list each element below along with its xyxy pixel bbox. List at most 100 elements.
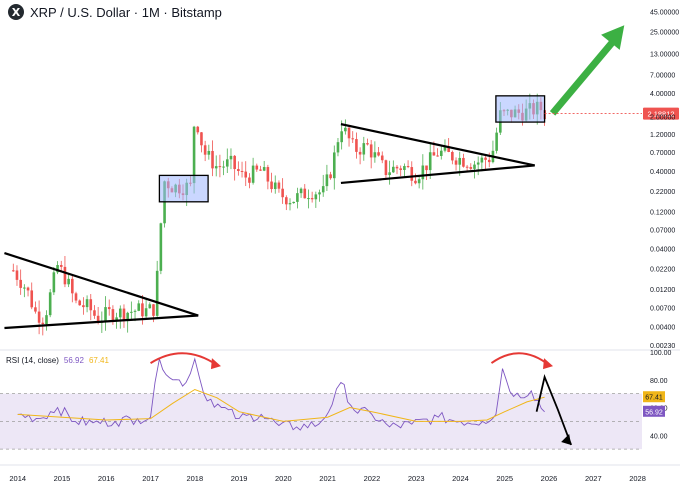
candle-body <box>104 307 107 321</box>
candle-body <box>410 167 414 181</box>
x-tick-label: 2020 <box>275 474 292 483</box>
candle-body <box>458 157 462 165</box>
candle-body <box>96 315 100 323</box>
candle-body <box>266 167 270 182</box>
x-tick-label: 2025 <box>496 474 513 483</box>
rsi-value-tag-label: 56.92 <box>645 409 663 416</box>
candle-body <box>351 138 355 140</box>
candle-body <box>362 143 366 155</box>
x-tick-label: 2027 <box>585 474 602 483</box>
candle-body <box>192 126 196 184</box>
candle-body <box>369 144 373 158</box>
candle-body <box>384 160 388 176</box>
candle-body <box>406 166 410 168</box>
candle-body <box>299 188 303 194</box>
candle-body <box>469 167 473 169</box>
rsi-value-tag <box>643 405 665 417</box>
x-tick-label: 2017 <box>142 474 159 483</box>
candle-body <box>377 152 380 156</box>
current-price-label: 2.18812 <box>647 110 674 119</box>
candle-body <box>196 126 200 133</box>
candle-body <box>34 307 37 312</box>
price-tick-label: 13.00000 <box>650 51 679 58</box>
rsi-legend: RSI (14, close) 56.92 67.41 <box>6 356 109 365</box>
candle-body <box>325 174 329 187</box>
price-tick-label: 0.12000 <box>650 210 675 217</box>
candle-body <box>451 151 454 161</box>
x-tick-label: 2016 <box>98 474 115 483</box>
candle-body <box>303 188 307 199</box>
candle-body <box>85 299 89 308</box>
candle-body <box>159 223 163 271</box>
candle-body <box>425 165 428 171</box>
candle-body <box>388 172 391 176</box>
rsi-value: 56.92 <box>63 356 84 365</box>
candle-body <box>37 311 41 323</box>
price-tick-label: 2.00000 <box>650 115 675 122</box>
candle-body <box>307 198 310 200</box>
projection-arrow-shaft <box>549 32 621 116</box>
axes: 2.18812 45.00000 25.00000 13.00000 7.00000 4.… <box>0 10 680 483</box>
candle-body <box>436 155 439 157</box>
rsi-pane <box>0 352 642 450</box>
candle-body <box>52 272 56 293</box>
candle-body <box>392 166 395 173</box>
candle-body <box>285 197 288 205</box>
rsi-arc-1 <box>150 352 218 366</box>
candle-body <box>277 182 281 189</box>
candle-body <box>218 166 222 168</box>
candle-body <box>251 165 255 183</box>
rsi-tick-label: 100.00 <box>650 350 672 357</box>
candle-body <box>462 157 465 167</box>
candle-body <box>82 305 85 308</box>
current-price-tag <box>643 107 679 120</box>
highlight-box-2 <box>495 95 546 123</box>
candle-body <box>454 160 458 165</box>
candle-body <box>203 145 207 155</box>
triangle-1-upper-line <box>4 252 199 317</box>
candle-body <box>340 131 343 143</box>
candle-body <box>428 152 432 171</box>
candle-body <box>93 310 96 316</box>
candle-body <box>273 182 277 190</box>
price-tick-label: 0.04000 <box>650 247 675 254</box>
candle-body <box>126 312 129 321</box>
candle-body <box>476 162 480 165</box>
candle-body <box>310 198 314 200</box>
candle-body <box>495 132 498 151</box>
rsi-tick-label: 80.00 <box>650 378 668 385</box>
candle-body <box>443 146 447 151</box>
candle-body <box>373 152 377 158</box>
candle-body <box>23 287 26 289</box>
candle-body <box>332 152 336 179</box>
candle-body <box>137 303 141 311</box>
highlight-box-1 <box>158 174 209 203</box>
candle-body <box>63 266 67 285</box>
candle-body <box>30 290 34 308</box>
candle-body <box>118 308 122 318</box>
price-tick-label: 1.20000 <box>650 132 675 139</box>
candle-body <box>480 157 484 163</box>
candle-body <box>41 322 45 325</box>
price-pane <box>4 25 642 336</box>
rsi-arc-2 <box>490 352 550 366</box>
candle-body <box>244 171 248 178</box>
candle-body <box>130 311 133 313</box>
candle-body <box>465 166 469 168</box>
candle-body <box>26 287 30 291</box>
candle-body <box>89 299 93 311</box>
projection-arrow-head <box>601 25 625 50</box>
xrp-coin-icon: X <box>8 4 24 20</box>
candle-body <box>403 166 406 170</box>
candle-body <box>347 127 351 139</box>
candle-body <box>336 142 340 153</box>
candle-body <box>237 169 240 172</box>
candle-body <box>262 167 266 171</box>
candle-body <box>115 317 118 321</box>
candle-body <box>288 203 292 205</box>
candle-body <box>314 194 318 200</box>
candle-body <box>11 270 15 272</box>
candle-body <box>399 168 402 170</box>
candle-body <box>15 270 19 280</box>
candle-body <box>473 164 476 169</box>
